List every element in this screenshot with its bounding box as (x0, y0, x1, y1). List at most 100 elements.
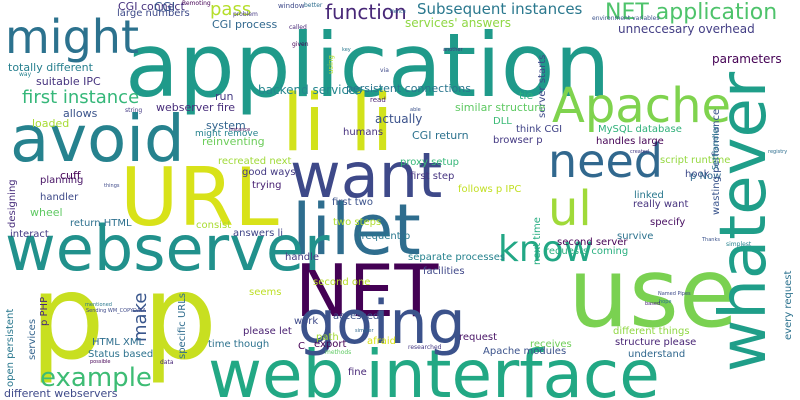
word: lilet (292, 189, 421, 271)
word: really want (633, 199, 689, 210)
word: called (289, 24, 307, 31)
word: use (568, 237, 738, 349)
word: NET (295, 249, 439, 333)
word: accessed (333, 311, 380, 322)
word: pass (210, 0, 252, 20)
word: CGI process (212, 18, 278, 31)
word: p p (30, 248, 218, 386)
word: given (292, 41, 309, 48)
word: totally different (8, 61, 93, 74)
word: DLL (493, 116, 512, 127)
word: think CGI (516, 124, 563, 135)
word: persistent connections (346, 82, 471, 95)
word: Status based (88, 349, 154, 360)
word: able (410, 107, 421, 113)
word: first step (410, 171, 455, 182)
word: might (5, 10, 139, 64)
word: Apache (552, 78, 732, 134)
word: possible (90, 359, 111, 365)
word: HTML XML (92, 337, 145, 348)
word: understand (628, 349, 686, 360)
word: simpler (355, 328, 374, 334)
word: handle (285, 252, 320, 263)
word: script runtime (660, 155, 731, 166)
word: receives (530, 339, 572, 350)
word: consist (196, 220, 232, 231)
word: registry (768, 149, 788, 155)
word: avoid (10, 103, 185, 177)
word: linked (634, 190, 664, 201)
word: specific URLs (177, 292, 188, 359)
word: next time (532, 217, 543, 265)
word: via (380, 67, 389, 74)
word: key (342, 47, 351, 53)
word: afraid (367, 336, 397, 347)
word: NET application (605, 0, 778, 25)
word: suitable IPC (36, 75, 101, 88)
word: web interface (208, 336, 660, 400)
word: might remove (195, 129, 259, 139)
word: CGI connect (118, 0, 185, 13)
word: way (19, 71, 32, 78)
word: handles large (596, 136, 664, 147)
word: follows p IPC (458, 184, 522, 195)
word: different things (613, 326, 690, 337)
word: Thanks (702, 237, 720, 243)
word: data (160, 359, 174, 366)
word: specify (650, 217, 686, 228)
word: URL (120, 151, 279, 244)
word: researched (408, 344, 442, 351)
word: methods (325, 349, 352, 356)
word: webserver (5, 212, 330, 285)
word: webserver fire (156, 101, 236, 114)
word: p Now (690, 171, 722, 182)
word: reinventing (202, 135, 265, 148)
word: Hence (390, 9, 406, 15)
word: good ways (242, 167, 296, 178)
word: mentioned (85, 302, 112, 308)
word: answers li (233, 228, 284, 239)
word: structure please (615, 337, 697, 348)
word: loaded (32, 117, 70, 130)
word: better (304, 2, 323, 9)
word: hook (685, 169, 710, 180)
word: return HTML (70, 218, 132, 229)
word: planning (40, 175, 84, 186)
word: run (215, 90, 234, 103)
word: services (27, 318, 38, 360)
word: open persistent (5, 308, 16, 387)
word: work (294, 316, 319, 327)
word: second server (557, 237, 628, 248)
word: services' answers (405, 16, 511, 30)
word: based (645, 301, 661, 307)
word: using (327, 55, 335, 74)
word: unneccesary overhead (618, 22, 755, 36)
word: MySQL database (598, 124, 682, 135)
word: please let (243, 326, 292, 337)
word: fine (348, 367, 367, 378)
word: designing (7, 179, 18, 228)
word: humans (343, 127, 384, 138)
word: path (316, 332, 339, 343)
word: request (459, 332, 498, 343)
word: export (314, 339, 347, 350)
word: want (290, 139, 443, 212)
word: allows (63, 107, 98, 120)
word: frequent p (358, 231, 411, 242)
word: Apache modules (483, 346, 567, 357)
word: another (443, 47, 463, 53)
word: Sending WM_COPYDATA (86, 308, 146, 314)
word: first instance (22, 87, 140, 108)
word: p PHP (39, 296, 50, 326)
word: tie (519, 89, 534, 102)
word: simplest (726, 241, 752, 248)
word: created (630, 149, 650, 155)
word: every request (783, 270, 794, 340)
word: backend services (258, 83, 362, 97)
word: C (298, 341, 305, 352)
word: actually (375, 112, 423, 126)
word: time though (208, 339, 270, 350)
word: Named Pipes (658, 291, 691, 297)
word: two steps (333, 217, 382, 228)
